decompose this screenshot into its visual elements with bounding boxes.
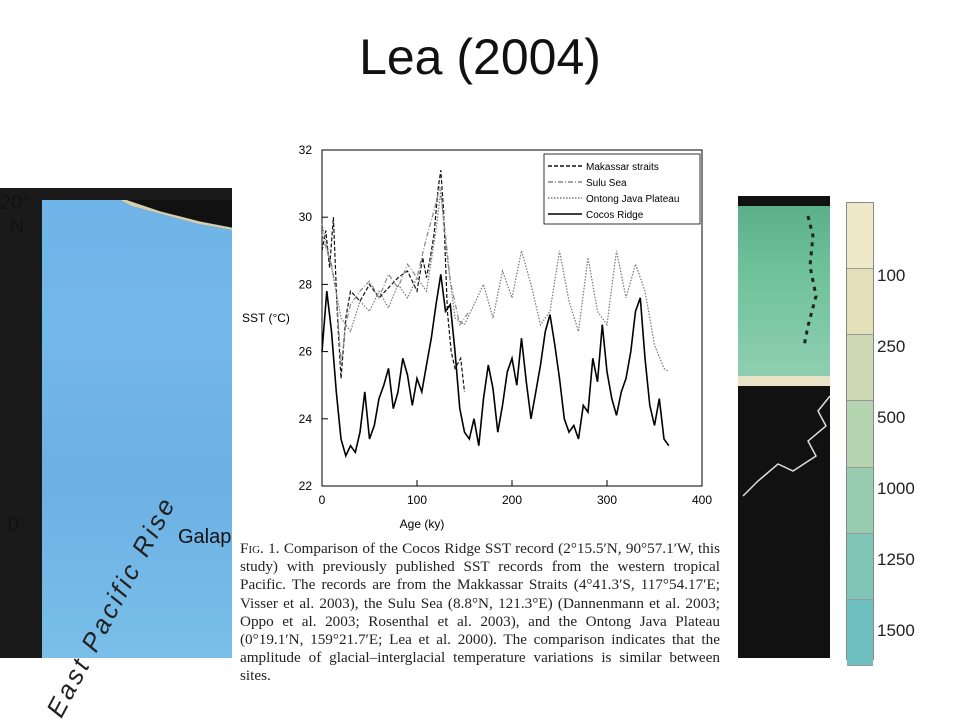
legend-label: Ontong Java Plateau bbox=[586, 194, 679, 205]
lat-label-hemisphere: N bbox=[10, 216, 25, 238]
series-line-3 bbox=[321, 274, 670, 459]
depth-colorbar bbox=[846, 202, 874, 666]
x-tick-label: 200 bbox=[502, 493, 522, 507]
colorbar-swatch bbox=[847, 467, 873, 534]
shelf-area bbox=[738, 206, 830, 376]
left-map: 20° N 0° Galap East Pacific Rise bbox=[0, 188, 232, 722]
colorbar-swatch bbox=[847, 269, 873, 336]
colorbar-swatch bbox=[847, 335, 873, 402]
lat-label-20n: 20° bbox=[0, 192, 31, 214]
y-tick-label: 30 bbox=[299, 210, 313, 224]
series-line-2 bbox=[321, 190, 670, 373]
right-map bbox=[738, 196, 830, 658]
border-lines bbox=[742, 215, 830, 497]
caption-text: Comparison of the Cocos Ridge SST record… bbox=[240, 540, 720, 685]
colorbar-label: 250 bbox=[877, 337, 906, 356]
caption-fig-label: Fig. 1. bbox=[240, 540, 280, 557]
y-axis-label: SST (°C) bbox=[242, 311, 290, 325]
legend-label: Sulu Sea bbox=[586, 178, 627, 189]
sst-chart: 0 100 200 300 400 22 24 26 28 30 32 Age (ky) SST (°C… bbox=[242, 143, 712, 531]
slide-title: Lea (2004) bbox=[359, 29, 601, 85]
colorbar-label: 1250 bbox=[877, 550, 915, 569]
x-tick-label: 300 bbox=[597, 493, 617, 507]
legend-label: Makassar straits bbox=[586, 162, 659, 173]
coastline-right bbox=[738, 376, 830, 386]
colorbar-label: 500 bbox=[877, 408, 906, 427]
place-label: Galap bbox=[178, 526, 232, 548]
colorbar-swatch bbox=[847, 533, 873, 600]
colorbar-swatch bbox=[847, 203, 873, 270]
colorbar-label: 1500 bbox=[877, 621, 915, 640]
figure-caption: Fig. 1. Comparison of the Cocos Ridge SS… bbox=[240, 540, 720, 686]
y-tick-label: 28 bbox=[299, 277, 313, 291]
y-tick-label: 24 bbox=[299, 412, 313, 426]
lat-label-equator: 0° bbox=[8, 514, 28, 536]
x-tick-label: 100 bbox=[407, 493, 427, 507]
colorbar-label: 100 bbox=[877, 266, 906, 285]
x-tick-label: 0 bbox=[319, 493, 326, 507]
ocean-area bbox=[42, 200, 232, 658]
series-line-1 bbox=[321, 186, 470, 366]
legend-label: Cocos Ridge bbox=[586, 210, 644, 221]
colorbar-swatch bbox=[847, 401, 873, 468]
y-tick-label: 32 bbox=[299, 143, 313, 157]
x-axis-label: Age (ky) bbox=[400, 517, 445, 531]
figure-panel: 0 100 200 300 400 22 24 26 28 30 32 Age (ky) SST (°C… bbox=[232, 136, 738, 720]
y-tick-label: 22 bbox=[299, 479, 313, 493]
y-tick-label: 26 bbox=[299, 345, 313, 359]
colorbar-swatch bbox=[847, 599, 873, 666]
colorbar-label: 1000 bbox=[877, 479, 915, 498]
x-tick-label: 400 bbox=[692, 493, 712, 507]
